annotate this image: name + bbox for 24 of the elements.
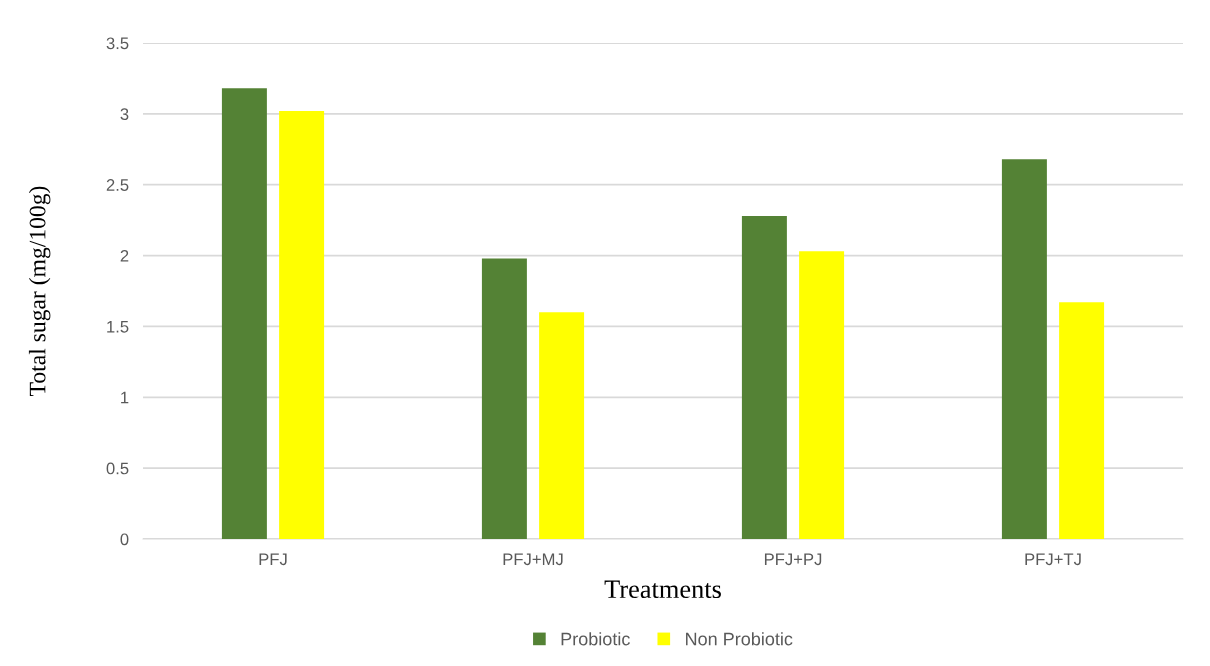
bar	[279, 111, 325, 539]
x-axis-title: Treatments	[604, 580, 721, 599]
bar	[221, 88, 267, 539]
x-tick-label: PFJ+TJ	[1025, 553, 1081, 566]
y-tick-label: 0	[120, 533, 129, 546]
bar	[539, 312, 585, 539]
y-tick-label: 2.5	[106, 179, 129, 191]
y-axis-title: Total sugar (mg/100g)	[28, 186, 51, 396]
y-tick-label: 2	[120, 249, 129, 262]
legend-label: Probiotic	[561, 632, 630, 646]
bar	[799, 251, 845, 539]
y-tick-label: 3	[120, 108, 129, 121]
legend-label: Non Probiotic	[686, 632, 793, 646]
x-tick-label: PFJ	[259, 553, 287, 566]
x-tick-label: PFJ+MJ	[503, 553, 563, 566]
y-tick-label: 3.5	[106, 37, 129, 50]
x-tick-label: PFJ+PJ	[764, 553, 822, 566]
y-tick-label: 0.5	[106, 462, 129, 475]
bar	[481, 258, 527, 539]
bar	[1001, 159, 1047, 539]
bar	[1059, 302, 1105, 539]
bar	[741, 215, 787, 539]
y-tick-label: 1	[121, 391, 129, 404]
y-tick-label: 1.5	[107, 321, 129, 333]
